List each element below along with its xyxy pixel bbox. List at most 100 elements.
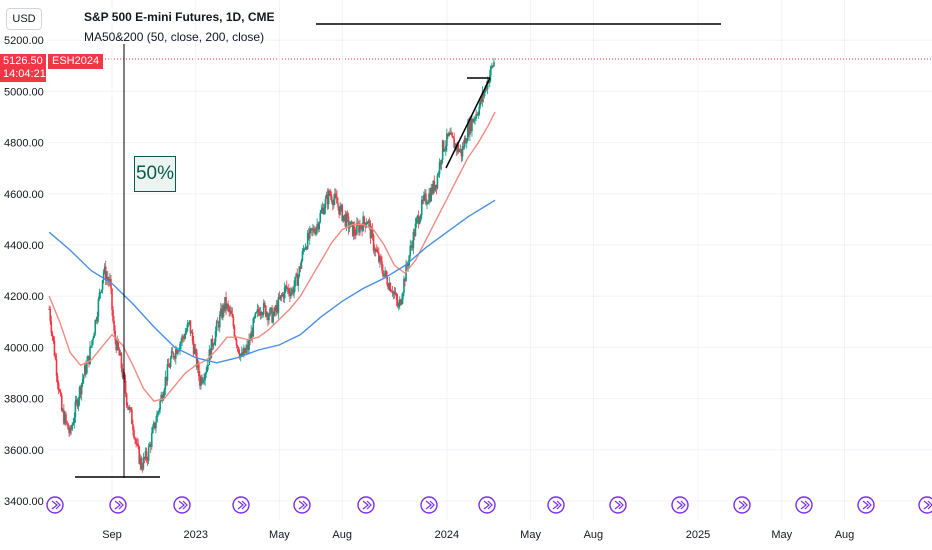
candle-body (313, 228, 315, 232)
candle-body (322, 207, 325, 214)
candle-body (168, 366, 171, 368)
candle-body (101, 280, 104, 290)
candle-body (132, 424, 134, 430)
candle-body (146, 459, 149, 461)
candle-body (303, 249, 306, 251)
candle-body (485, 85, 488, 90)
candle-body (380, 256, 382, 262)
candle-body (442, 140, 445, 151)
candle-body (314, 231, 316, 235)
candle-body (145, 451, 148, 460)
candle-body (312, 228, 314, 231)
candle-body (188, 320, 191, 324)
candle-body (82, 375, 85, 379)
event-chevron-icon (483, 500, 493, 510)
last-price-tag: 5126.50 14:04:21 (0, 54, 46, 82)
event-circle (232, 496, 250, 514)
candle-body (358, 224, 360, 233)
symbol-title-text: S&P 500 E-mini Futures, 1D, CME (84, 10, 275, 24)
candle-body (224, 296, 226, 311)
candle-body (221, 308, 223, 318)
candle-body (253, 317, 256, 319)
y-tick-label: 4600.00 (4, 189, 44, 201)
candle-body (167, 364, 170, 367)
candle-body (184, 333, 187, 339)
y-tick-label: 4800.00 (4, 138, 44, 150)
candle-body (232, 316, 235, 327)
candle-body (211, 338, 214, 347)
candle-body (451, 132, 453, 137)
candle-body (48, 309, 51, 311)
event-icon (671, 496, 689, 514)
event-icons (46, 496, 932, 514)
currency-label[interactable]: USD (6, 8, 42, 30)
candle-body (430, 187, 432, 202)
x-tick-label: 2024 (435, 529, 459, 541)
candle-body (259, 312, 262, 316)
candle-body (113, 320, 115, 331)
candle-body (409, 245, 412, 256)
candle-body (291, 289, 293, 293)
candle-body (89, 346, 91, 365)
candle-body (242, 352, 244, 356)
candle-body (193, 349, 196, 354)
candlesticks (48, 58, 495, 473)
candle-body (410, 245, 413, 247)
candle-body (469, 118, 471, 136)
candle-body (102, 271, 105, 281)
x-axis: Sep 2023 May Aug 2024 May Aug 2025 May Aug (102, 529, 854, 541)
percent-annotation[interactable]: 50% (134, 156, 176, 192)
candle-body (63, 410, 65, 424)
candle-body (51, 332, 54, 336)
candle-body (317, 224, 319, 230)
candle-body (339, 205, 341, 215)
candle-body (272, 315, 274, 323)
x-tick-label: 2025 (686, 529, 710, 541)
candle-body (389, 283, 392, 292)
candle-body (459, 149, 462, 151)
event-icon (857, 496, 875, 514)
candle-body (295, 273, 297, 277)
indicator-legend[interactable]: MA50&200 (50, close, 200, close) (84, 30, 265, 44)
candle-body (340, 205, 342, 207)
candle-body (199, 376, 201, 386)
candle-body (181, 336, 183, 342)
candle-body (258, 312, 261, 316)
x-tick-label: Aug (835, 529, 855, 541)
candle-body (492, 65, 494, 67)
candle-body (150, 433, 153, 447)
candle-body (94, 319, 97, 334)
candle-body (363, 216, 365, 223)
candle-body (417, 215, 420, 224)
candle-body (452, 136, 454, 139)
candle-body (384, 270, 386, 274)
candle-body (345, 213, 348, 227)
candle-body (475, 114, 477, 119)
candle-body (214, 331, 217, 342)
candle-body (268, 315, 270, 321)
candle-body (285, 285, 288, 289)
candle-body (187, 323, 190, 325)
candle-body (434, 184, 437, 191)
candle-body (254, 312, 257, 318)
candle-body (164, 376, 167, 390)
candle-body (86, 362, 88, 374)
event-chevron-icon (362, 500, 372, 510)
candle-body (449, 132, 451, 135)
candle-body (252, 318, 255, 337)
candle-body (359, 225, 361, 233)
y-tick-label: 3400.00 (4, 496, 44, 508)
candle-body (230, 310, 233, 314)
candle-body (119, 353, 122, 356)
candle-body (301, 251, 304, 261)
candle-body (90, 345, 92, 347)
candle-body (269, 308, 271, 316)
event-circle (420, 496, 438, 514)
event-icon (46, 496, 64, 514)
candle-body (457, 144, 460, 152)
y-tick-label: 4000.00 (4, 342, 44, 354)
candle-body (471, 118, 473, 132)
candle-body (288, 288, 290, 294)
